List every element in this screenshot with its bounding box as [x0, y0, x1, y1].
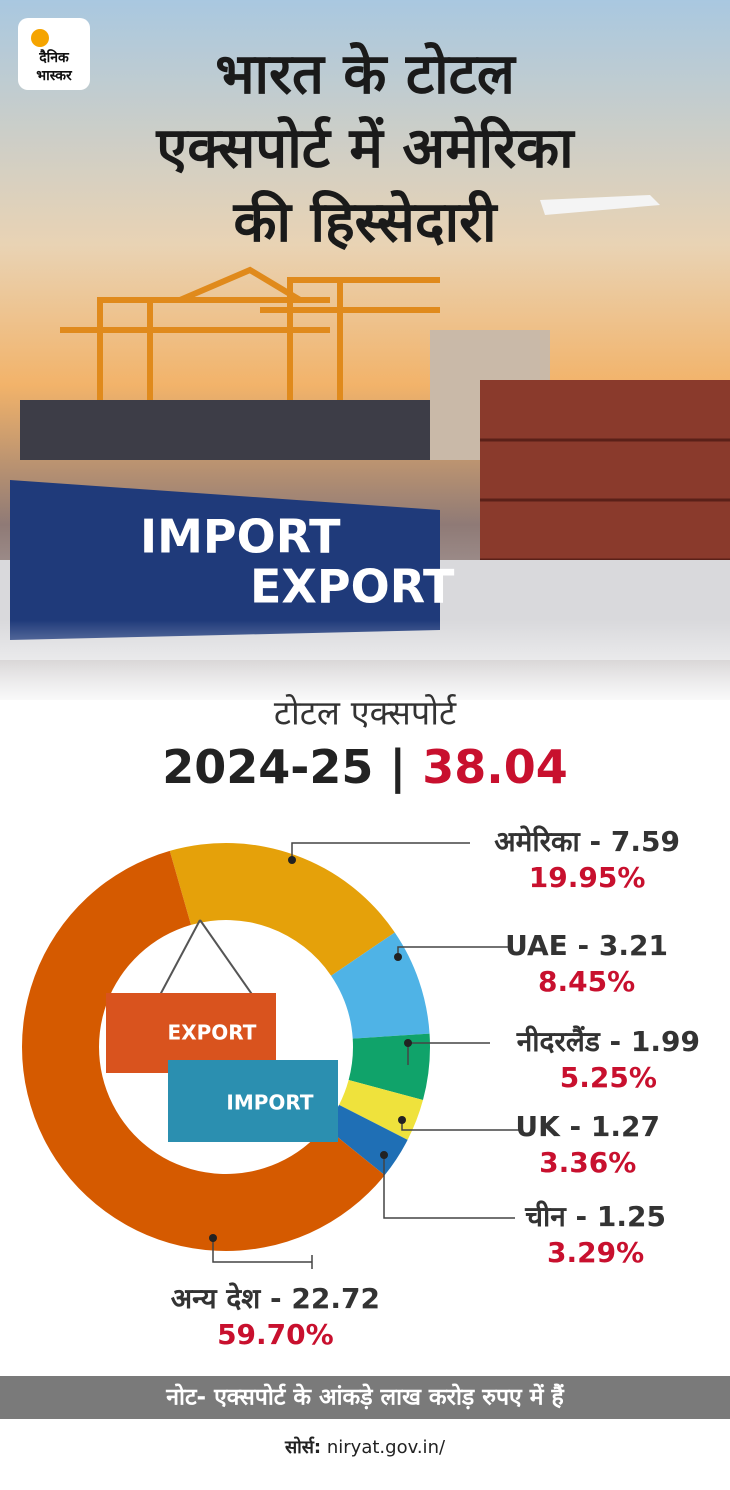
- percent-label: 3.36%: [539, 1146, 636, 1179]
- slice: [331, 932, 430, 1039]
- slice: [169, 843, 395, 976]
- container-text: EXPORT: [250, 560, 455, 614]
- container-text: IMPORT: [140, 510, 341, 564]
- percent-label: 8.45%: [538, 965, 635, 998]
- summary-line: 2024-25 | 38.04: [162, 740, 568, 795]
- slice-label: UAE - 3.21: [505, 929, 668, 962]
- leader-dot: [288, 856, 296, 864]
- source-url: niryat.gov.in/: [327, 1437, 446, 1458]
- source: सोर्स: niryat.gov.in/: [284, 1436, 446, 1458]
- leader-line: [212, 1238, 313, 1269]
- leader-line: [291, 842, 470, 860]
- center-text: EXPORT: [168, 1021, 257, 1045]
- percent-label: 3.29%: [547, 1236, 644, 1269]
- leader-line: [397, 946, 513, 957]
- title-line: भारत के टोटल: [215, 41, 517, 107]
- summary-label: टोटल एक्सपोर्ट: [274, 694, 457, 734]
- slice-label: चीन - 1.25: [524, 1200, 666, 1233]
- center-illustration: [106, 919, 338, 1142]
- center-text: IMPORT: [226, 1091, 314, 1115]
- title-line: की हिस्सेदारी: [232, 189, 499, 255]
- logo-text: भास्कर: [36, 68, 73, 84]
- title-line: एक्सपोर्ट में अमेरिका: [155, 115, 576, 181]
- summary-divider: |: [389, 740, 406, 795]
- hero-fade: [0, 620, 730, 710]
- leader-dot: [209, 1234, 217, 1242]
- logo-text: दैनिक: [38, 49, 70, 66]
- leader-line: [401, 1120, 522, 1131]
- percent-label: 59.70%: [217, 1318, 334, 1351]
- logo-sun: [31, 29, 49, 47]
- note-bar: [0, 1376, 730, 1419]
- leader-line: [383, 1155, 515, 1219]
- slice-label: अमेरिका - 7.59: [494, 825, 680, 858]
- slice-label: UK - 1.27: [515, 1110, 660, 1143]
- summary-year: 2024-25: [162, 740, 373, 794]
- slice-label: नीदरलैंड - 1.99: [516, 1025, 700, 1058]
- note: नोट- एक्सपोर्ट के आंकड़े लाख करोड़ रुपए …: [165, 1383, 564, 1411]
- slice: [22, 850, 385, 1251]
- slice: [348, 1033, 431, 1101]
- slice-label: अन्य देश - 22.72: [171, 1282, 380, 1315]
- leader-dot: [398, 1116, 406, 1124]
- summary-total: 38.04: [422, 740, 568, 794]
- leader-dot: [404, 1039, 412, 1047]
- source-label: सोर्स:: [284, 1436, 321, 1458]
- leader-dot: [380, 1151, 388, 1159]
- leader-dot: [394, 953, 402, 961]
- percent-label: 19.95%: [529, 861, 646, 894]
- percent-label: 5.25%: [560, 1061, 657, 1094]
